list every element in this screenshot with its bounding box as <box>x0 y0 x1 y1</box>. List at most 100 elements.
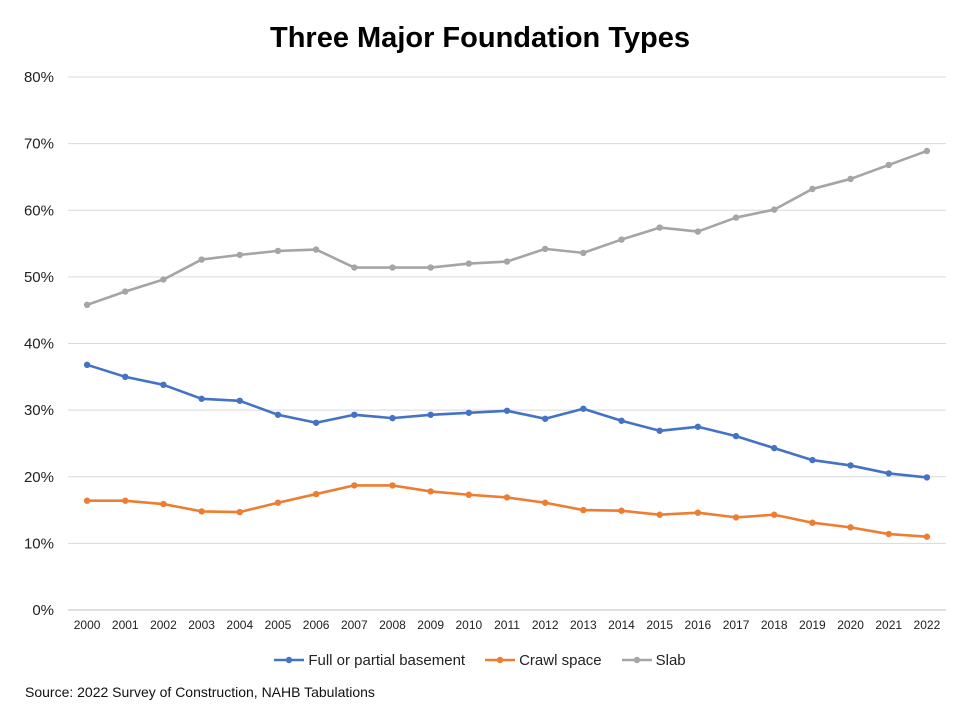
data-point <box>389 264 396 271</box>
data-point <box>389 414 396 422</box>
x-tick-label: 2004 <box>226 618 253 632</box>
y-tick-label: 50% <box>24 269 54 286</box>
data-point <box>465 260 473 267</box>
data-point <box>656 224 663 231</box>
y-tick-label: 70% <box>24 136 54 153</box>
data-point <box>198 256 205 263</box>
data-point <box>427 488 434 495</box>
data-point <box>885 161 892 169</box>
data-point <box>312 490 320 498</box>
data-point <box>771 444 778 452</box>
data-point <box>122 373 129 381</box>
data-point <box>503 258 511 265</box>
series-line <box>87 484 928 539</box>
gridlines <box>68 76 946 544</box>
data-point <box>732 514 740 521</box>
x-tick-label: 2008 <box>379 618 406 632</box>
x-tick-label: 2005 <box>265 618 292 632</box>
source-note: Source: 2022 Survey of Construction, NAH… <box>25 684 375 700</box>
data-point <box>694 509 702 516</box>
data-point <box>274 247 282 255</box>
y-tick-label: 40% <box>24 336 54 353</box>
data-point <box>732 214 740 221</box>
data-point <box>656 427 663 434</box>
data-point <box>580 405 587 412</box>
data-point <box>122 288 129 295</box>
data-point <box>236 508 243 516</box>
x-tick-label: 2000 <box>74 618 101 632</box>
data-point <box>885 470 892 477</box>
axes: 0% 10% 20% 30% 40% 50% 60% 70% 80% 2000 2001 2002 20… <box>24 69 946 632</box>
data-point <box>732 432 740 440</box>
series-line <box>86 149 928 307</box>
data-point <box>312 246 320 253</box>
data-point <box>656 511 663 518</box>
data-point <box>541 245 549 253</box>
chart-title: Three Major Foundation Types <box>270 22 690 54</box>
x-tick-label: 2014 <box>608 618 635 632</box>
legend-swatch <box>621 656 652 664</box>
data-point <box>618 507 625 514</box>
legend-swatch <box>485 656 516 664</box>
y-tick-label: 0% <box>32 602 54 619</box>
data-point <box>541 499 549 506</box>
data-point <box>274 411 282 418</box>
data-point <box>351 264 358 271</box>
x-tick-label: 2003 <box>188 618 215 632</box>
x-tick-label: 2017 <box>723 618 750 632</box>
x-tick-label: 2013 <box>570 618 597 632</box>
data-point <box>885 530 892 538</box>
data-point <box>503 407 511 414</box>
data-point <box>83 497 91 504</box>
data-point <box>465 409 473 416</box>
y-tick-label: 80% <box>24 69 54 86</box>
data-point <box>847 175 854 183</box>
legend-item: Crawl space <box>485 650 602 670</box>
data-point <box>694 423 702 430</box>
data-point <box>847 524 854 531</box>
x-tick-label: 2012 <box>532 618 559 632</box>
data-point <box>771 206 778 213</box>
data-point <box>274 499 282 506</box>
data-point <box>618 417 625 424</box>
data-point <box>503 494 511 501</box>
data-point <box>351 482 358 489</box>
data-point <box>389 482 396 489</box>
data-point <box>160 381 167 389</box>
data-point <box>580 249 587 257</box>
series-lines <box>83 147 931 540</box>
y-tick-label: 30% <box>24 402 54 419</box>
x-tick-label: 2006 <box>303 618 330 632</box>
x-tick-label: 2009 <box>417 618 444 632</box>
y-tick-label: 60% <box>24 202 54 219</box>
data-point <box>122 497 129 504</box>
data-point <box>312 419 320 426</box>
data-point <box>618 236 625 243</box>
data-point <box>923 474 931 481</box>
data-point <box>809 185 816 193</box>
legend: Full or partial basement Crawl space Slab <box>0 650 960 670</box>
legend-swatch <box>274 656 305 664</box>
data-point <box>694 228 702 235</box>
data-point <box>809 519 816 526</box>
data-point <box>83 301 91 309</box>
data-point <box>160 500 167 508</box>
x-tick-label: 2015 <box>646 618 673 632</box>
data-point <box>771 511 778 518</box>
data-point <box>923 147 931 155</box>
x-tick-label: 2018 <box>761 618 788 632</box>
data-point <box>923 533 931 540</box>
legend-label: Slab <box>655 651 686 669</box>
series-full-or-partial-basement <box>83 361 931 481</box>
legend-item: Full or partial basement <box>274 650 465 670</box>
y-tick-label: 20% <box>24 469 54 486</box>
data-point <box>427 411 434 418</box>
legend-label: Full or partial basement <box>308 651 466 669</box>
data-point <box>809 456 816 464</box>
series-crawl-space <box>83 482 931 540</box>
data-point <box>541 415 549 422</box>
x-tick-label: 2007 <box>341 618 368 632</box>
x-tick-label: 2021 <box>875 618 902 632</box>
legend-item: Slab <box>621 650 686 670</box>
